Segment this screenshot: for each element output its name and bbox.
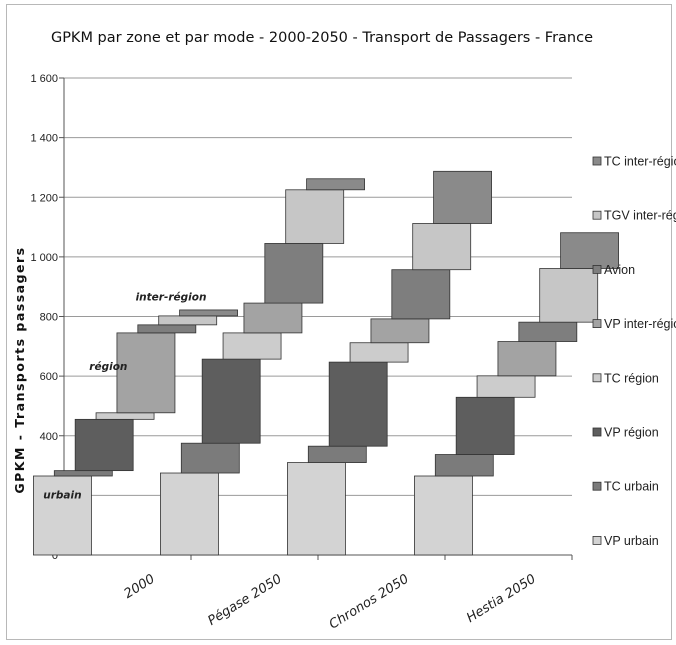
bar-segment — [539, 268, 599, 323]
x-tick-label: 2000 — [122, 572, 158, 602]
bar-segment — [74, 418, 134, 472]
annotation-label: urbain — [43, 489, 81, 501]
legend-swatch — [592, 156, 602, 166]
legend-label: TGV inter-région — [604, 209, 676, 223]
legend-swatch — [592, 319, 602, 329]
legend-swatch — [592, 536, 602, 545]
bar-segment — [433, 170, 492, 224]
y-tick-label: 0 — [52, 550, 58, 562]
y-axis-label: GPKM - Transports passagers — [12, 246, 27, 493]
annotation-label: région — [89, 361, 127, 373]
bar-segment — [412, 223, 472, 271]
bar-segment — [95, 412, 155, 420]
bar-segment — [518, 321, 578, 342]
y-tick-label: 800 — [40, 312, 58, 324]
legend-label: VP urbain — [604, 534, 659, 548]
bar-segment — [137, 324, 197, 334]
bar-segment — [414, 475, 473, 556]
bars — [33, 170, 619, 556]
y-tick-label: 1 400 — [30, 133, 58, 145]
bar-segment — [53, 470, 113, 477]
legend-swatch — [592, 481, 602, 491]
x-tick-label: Chronos 2050 — [327, 572, 412, 633]
bar-segment — [243, 302, 303, 334]
y-tick-label: 1 200 — [30, 192, 58, 204]
legend-swatch — [592, 427, 602, 437]
y-tick-label: 400 — [40, 431, 58, 443]
y-tick-label: 600 — [40, 371, 58, 383]
bar-segment — [180, 442, 240, 474]
chart-title: GPKM par zone et par mode - 2000-2050 - … — [51, 30, 593, 46]
bar-segment — [201, 358, 261, 444]
legend: TC inter-région TGV inter-région Avion VP i… — [592, 155, 676, 548]
y-tick-label: 1 600 — [30, 73, 58, 85]
annotations: inter-région région urbain — [43, 292, 206, 502]
bar-segment — [328, 361, 388, 447]
y-tick-label: 1 000 — [30, 252, 58, 264]
legend-label: VP inter-région — [604, 317, 676, 331]
bar-segment — [287, 462, 346, 556]
bar-segment — [370, 318, 430, 344]
legend-label: TC inter-région — [604, 155, 676, 169]
legend-label: Avion — [604, 263, 635, 277]
bar-segment — [160, 472, 219, 556]
x-tick-label: Pégase 2050 — [205, 572, 284, 629]
legend-swatch — [592, 264, 602, 274]
bar-segment — [179, 309, 238, 317]
bar-segment — [497, 341, 557, 377]
bar-segment — [349, 342, 409, 363]
annotation-label: inter-région — [136, 292, 207, 304]
legend-swatch — [592, 373, 602, 383]
bar-segment — [307, 445, 367, 463]
bar-segment — [285, 189, 345, 244]
bar-segment — [455, 396, 515, 455]
legend-label: VP région — [604, 426, 659, 440]
x-axis-ticks: 2000 Pégase 2050 Chronos 2050 Hestia 2050 — [122, 572, 539, 633]
bar-segment — [560, 232, 619, 269]
bar-segment — [264, 243, 324, 304]
legend-label: TC urbain — [604, 480, 659, 494]
bar-segment — [476, 375, 536, 398]
bar-segment — [158, 315, 218, 326]
bar-segment — [391, 269, 451, 320]
legend-swatch — [592, 210, 602, 220]
bar-segment — [116, 332, 176, 414]
bar-segment — [306, 178, 365, 191]
bar-segment — [33, 475, 92, 556]
bar-segment — [222, 332, 282, 360]
x-tick-label: Hestia 2050 — [464, 572, 538, 626]
legend-label: TC région — [604, 371, 659, 385]
bar-segment — [434, 454, 494, 477]
